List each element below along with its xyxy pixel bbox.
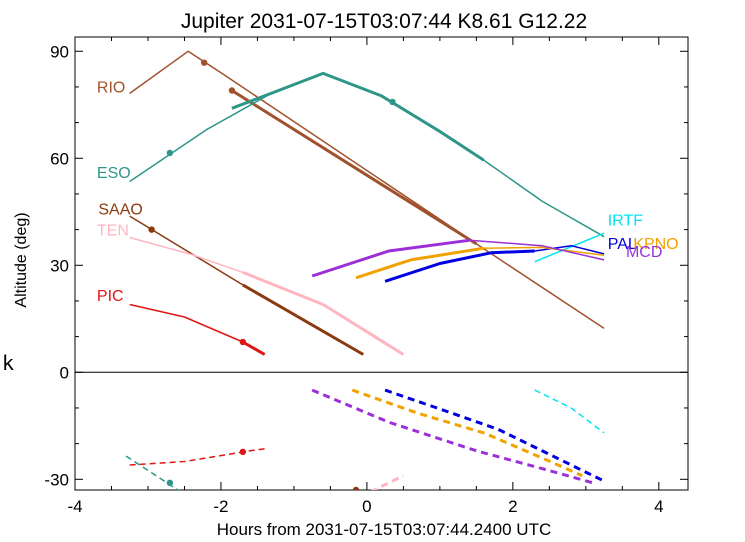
series-label-irtf: IRTF bbox=[608, 212, 643, 229]
series-line-pal bbox=[384, 249, 535, 283]
below-horizon-line-kpno bbox=[351, 388, 583, 478]
below-horizon-line-irtf bbox=[534, 389, 605, 434]
series-line-rio bbox=[129, 50, 605, 330]
series-marker-eso bbox=[166, 149, 174, 157]
series-line-pic bbox=[129, 303, 244, 343]
series-line-saao bbox=[129, 215, 244, 286]
y-tick-label: 60 bbox=[50, 149, 69, 168]
plot-area: -4 -2 0 2 4 -30 0 30 60 90 RIO ESO SAAO TEN PIC IRTF PAL… bbox=[44, 36, 689, 516]
below-horizon-line-pal bbox=[384, 388, 605, 483]
series-line-ten bbox=[242, 271, 405, 356]
series-marker-eso bbox=[389, 98, 396, 106]
x-tick-label: 0 bbox=[362, 497, 371, 516]
series-label-eso: ESO bbox=[97, 165, 131, 182]
series-label-saao: SAAO bbox=[98, 202, 142, 219]
below-horizon-line-mcd bbox=[311, 388, 594, 485]
series-line-rio bbox=[231, 89, 478, 246]
y-tick-label: 30 bbox=[50, 256, 69, 275]
below-horizon-line-eso bbox=[125, 455, 180, 490]
y-tick-label: 0 bbox=[60, 363, 69, 382]
series-line-eso bbox=[231, 71, 485, 162]
below-horizon-marker-saao bbox=[352, 486, 360, 490]
series-line-mcd bbox=[469, 239, 605, 261]
side-label: k bbox=[2, 351, 14, 375]
below-horizon-marker-eso bbox=[166, 479, 174, 487]
series-marker-rio bbox=[228, 87, 236, 94]
series-label-ten: TEN bbox=[97, 223, 129, 240]
series-label-mcd: MCD bbox=[626, 244, 662, 261]
series-line-kpno bbox=[483, 246, 605, 257]
x-tick-label: -2 bbox=[213, 497, 228, 516]
series-marker-saao bbox=[148, 226, 155, 233]
x-tick-label: 4 bbox=[654, 497, 663, 516]
series-marker-pic bbox=[239, 338, 247, 346]
series-line-pal bbox=[534, 244, 605, 255]
series-label-pic: PIC bbox=[97, 288, 124, 305]
x-axis-label: Hours from 2031-07-15T03:07:44.2400 UTC bbox=[217, 520, 552, 539]
series-label-rio: RIO bbox=[97, 79, 125, 96]
y-tick-label: -30 bbox=[44, 470, 69, 489]
series-line-saao bbox=[242, 283, 365, 356]
series-marker-rio bbox=[200, 59, 208, 66]
series-label-kpno: KPNO bbox=[633, 236, 678, 253]
below-horizon-marker-pic bbox=[239, 448, 247, 456]
chart-title: Jupiter 2031-07-15T03:07:44 K8.61 G12.22 bbox=[181, 10, 587, 33]
series-line-eso bbox=[129, 72, 605, 238]
series-line-kpno bbox=[355, 246, 484, 280]
y-tick-label: 90 bbox=[50, 42, 69, 61]
x-tick-label: 2 bbox=[508, 497, 517, 516]
x-tick-label: -4 bbox=[67, 497, 82, 516]
plot-frame bbox=[74, 36, 689, 491]
series-line-mcd bbox=[311, 238, 470, 278]
series-label-pal: PAL bbox=[608, 236, 637, 253]
series-line-irtf bbox=[534, 232, 605, 263]
series-line-pic bbox=[242, 340, 266, 356]
series-line-ten bbox=[129, 236, 244, 274]
below-horizon-line-ten bbox=[370, 474, 405, 490]
y-axis-label: Altitude (deg) bbox=[13, 212, 30, 307]
below-horizon-line-pic bbox=[129, 447, 269, 466]
